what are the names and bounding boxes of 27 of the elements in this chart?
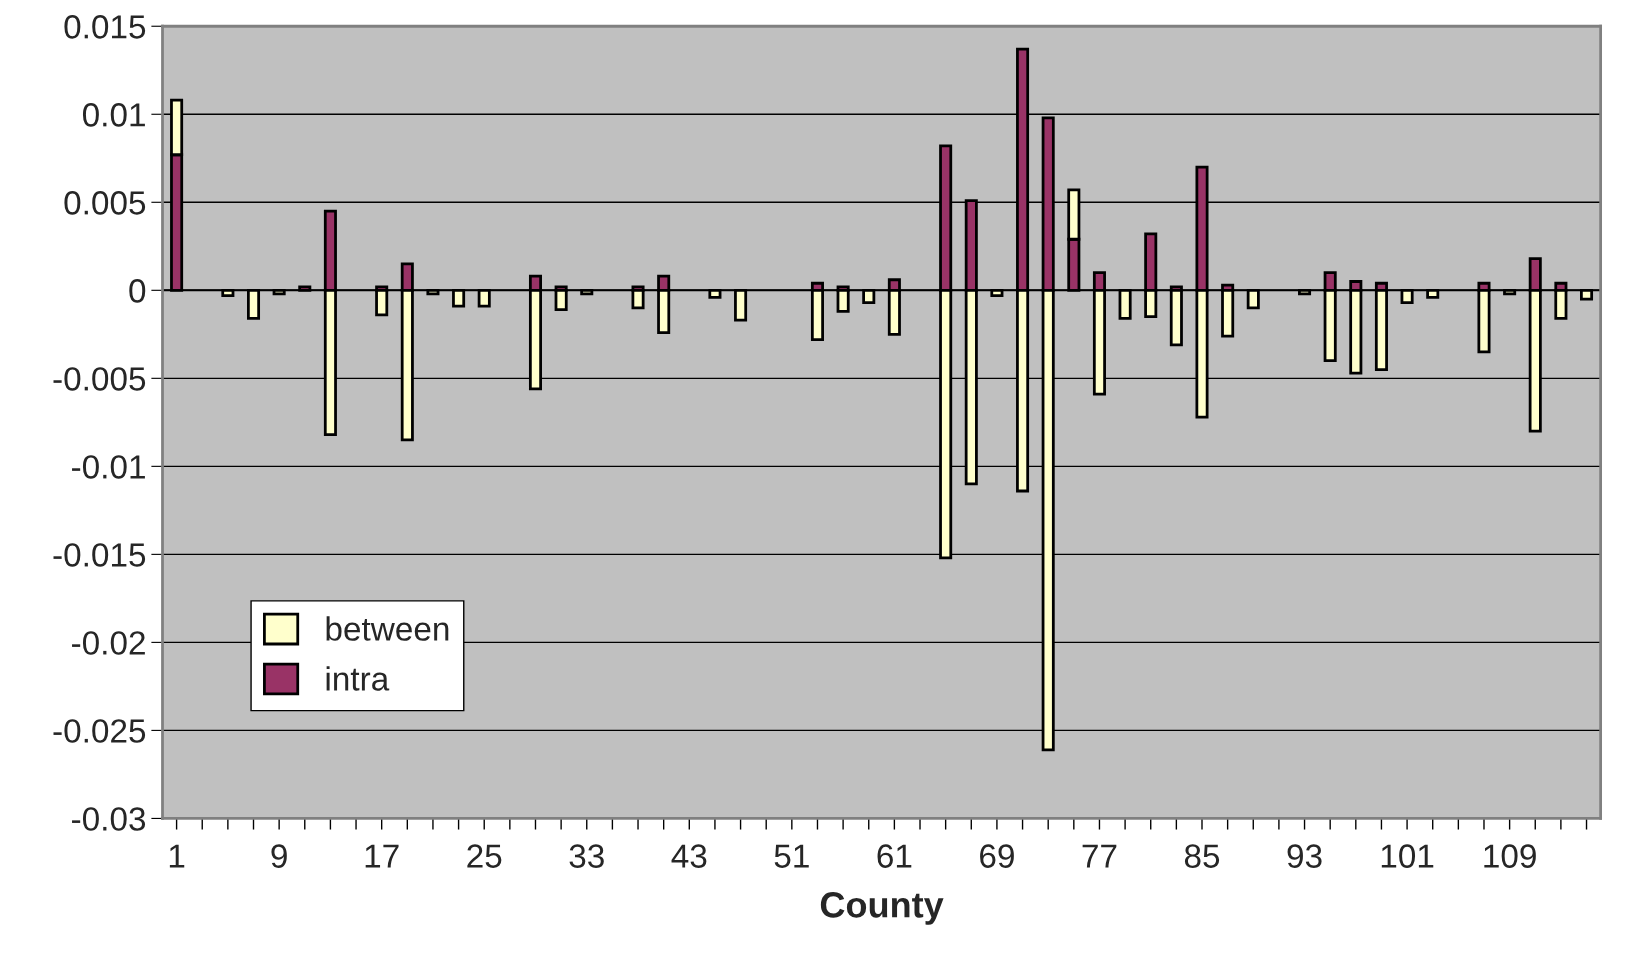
legend-label: intra [326, 666, 390, 691]
x-tick-label: 85 [1184, 844, 1220, 868]
x-tick-label: 25 [467, 844, 502, 868]
x-tick-label: 69 [980, 844, 1014, 868]
y-tick-label: 0.015 [64, 15, 146, 39]
y-tick-label: -0.005 [53, 367, 146, 391]
x-axis-title: County [820, 892, 944, 925]
x-tick-label: 109 [1484, 844, 1536, 868]
y-tick-label: 0.005 [64, 191, 146, 215]
x-tick-label: 77 [1082, 844, 1117, 868]
x-tick-label: 93 [1287, 844, 1322, 868]
legend-label: between [326, 616, 449, 641]
x-tick-label: 1 [169, 844, 185, 868]
y-tick-label: -0.01 [72, 455, 145, 479]
x-tick-label: 51 [774, 844, 809, 868]
y-tick-label: -0.025 [53, 719, 146, 743]
x-tick-label: 9 [271, 844, 287, 868]
y-tick-label: 0 [129, 279, 146, 303]
y-tick-label: -0.02 [72, 631, 145, 655]
y-tick-label: -0.015 [53, 543, 146, 567]
x-tick-label: 33 [569, 844, 604, 868]
x-tick-label: 61 [877, 844, 912, 868]
y-tick-label: 0.01 [82, 103, 145, 127]
x-tick-label: 17 [365, 844, 399, 868]
y-tick-label: -0.03 [72, 807, 146, 831]
x-tick-label: 101 [1381, 844, 1434, 868]
x-tick-label: 43 [671, 844, 707, 868]
